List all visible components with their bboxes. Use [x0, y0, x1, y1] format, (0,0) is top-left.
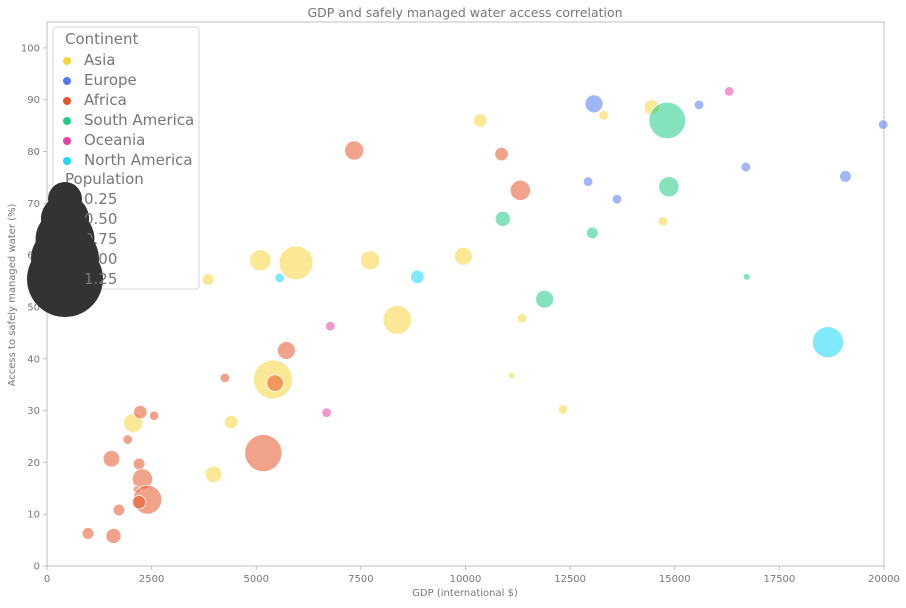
- data-point-asia: [223, 414, 239, 430]
- x-tick-label: 5000: [244, 574, 269, 585]
- data-point-europe: [877, 119, 889, 130]
- x-tick-label: 12500: [554, 574, 586, 585]
- y-tick-label: 30: [27, 406, 40, 417]
- legend-marker-europe: [63, 77, 71, 85]
- data-point-africa: [131, 495, 147, 510]
- data-point-europe: [582, 176, 594, 187]
- data-point-asia: [360, 250, 381, 271]
- legend-size-label: 1.25: [84, 270, 117, 288]
- x-tick-label: 15000: [659, 574, 691, 585]
- x-tick-label: 20000: [868, 574, 900, 585]
- y-tick-label: 100: [21, 43, 40, 54]
- legend: Continent Asia Europe Africa South America Oc…: [27, 26, 200, 317]
- data-point-north-america: [410, 269, 425, 285]
- data-point-africa: [122, 434, 133, 445]
- data-points: [81, 86, 889, 544]
- y-tick-label: 0: [34, 562, 40, 573]
- data-point-africa: [344, 140, 365, 161]
- data-point-europe: [740, 161, 752, 173]
- legend-label-africa: Africa: [84, 91, 127, 109]
- data-point-africa: [81, 527, 95, 540]
- data-point-asia: [516, 313, 528, 324]
- data-point-south-america: [648, 101, 686, 140]
- legend-size-title: Population: [65, 170, 144, 188]
- data-point-asia: [201, 273, 215, 286]
- data-point-africa: [132, 457, 146, 471]
- data-point-oceania: [723, 86, 735, 97]
- data-point-asia: [657, 216, 669, 227]
- x-tick-label: 2500: [139, 574, 164, 585]
- data-point-africa: [112, 503, 126, 517]
- data-point-oceania: [325, 320, 336, 332]
- x-tick-label: 17500: [763, 574, 795, 585]
- data-point-europe: [693, 99, 705, 111]
- legend-label-asia: Asia: [84, 51, 115, 69]
- data-point-asia: [204, 465, 223, 484]
- data-point-africa: [102, 450, 121, 468]
- data-point-africa: [509, 179, 531, 201]
- legend-size-marker: [27, 241, 103, 317]
- data-point-asia: [278, 245, 314, 281]
- legend-size-label: 0.50: [84, 210, 117, 228]
- data-point-asia: [507, 371, 516, 380]
- y-axis-label: Access to safely managed water (%): [7, 203, 18, 386]
- data-point-europe: [611, 193, 623, 205]
- legend-label-europe: Europe: [84, 71, 137, 89]
- legend-marker-south-america: [63, 117, 71, 125]
- legend-marker-africa: [63, 97, 71, 105]
- y-tick-label: 50: [27, 302, 40, 313]
- data-point-asia: [598, 110, 609, 121]
- data-point-asia: [382, 305, 413, 335]
- data-point-africa: [105, 527, 122, 544]
- data-point-south-america: [535, 289, 554, 309]
- data-point-asia: [472, 113, 488, 128]
- data-point-africa: [148, 410, 160, 421]
- data-point-europe: [584, 94, 604, 114]
- data-point-asia: [454, 246, 473, 266]
- data-point-africa: [244, 434, 283, 473]
- legend-label-north-america: North America: [84, 151, 193, 169]
- data-point-asia: [557, 404, 569, 415]
- data-point-oceania: [321, 407, 332, 418]
- data-point-africa: [494, 146, 509, 162]
- x-tick-label: 0: [44, 574, 50, 585]
- legend-label-oceania: Oceania: [84, 131, 145, 149]
- y-tick-label: 20: [27, 458, 40, 469]
- data-point-africa: [266, 374, 284, 392]
- legend-size-label: 0.25: [84, 190, 117, 208]
- data-point-north-america: [274, 272, 285, 284]
- x-tick-label: 7500: [348, 574, 373, 585]
- data-point-europe: [839, 170, 852, 183]
- data-point-africa: [133, 404, 148, 420]
- y-tick-label: 80: [27, 147, 40, 158]
- x-axis-label: GDP (international $): [412, 588, 518, 599]
- legend-marker-asia: [63, 57, 71, 65]
- legend-hue-title: Continent: [65, 30, 138, 48]
- y-tick-label: 40: [27, 354, 40, 365]
- data-point-north-america: [811, 326, 844, 359]
- y-tick-label: 10: [27, 510, 40, 521]
- data-point-south-america: [586, 226, 599, 240]
- legend-label-south-america: South America: [84, 111, 194, 129]
- data-point-asia: [249, 249, 272, 272]
- data-point-africa: [276, 341, 296, 360]
- chart-title: GDP and safely managed water access corr…: [307, 5, 622, 20]
- data-point-south-america: [494, 210, 511, 227]
- y-tick-label: 70: [27, 199, 40, 210]
- y-tick-label: 90: [27, 95, 40, 106]
- x-tick-label: 10000: [450, 574, 482, 585]
- data-point-africa: [219, 372, 231, 384]
- legend-marker-oceania: [63, 137, 71, 145]
- data-point-south-america: [658, 176, 680, 198]
- data-point-south-america: [742, 273, 751, 281]
- legend-marker-north-america: [63, 157, 71, 165]
